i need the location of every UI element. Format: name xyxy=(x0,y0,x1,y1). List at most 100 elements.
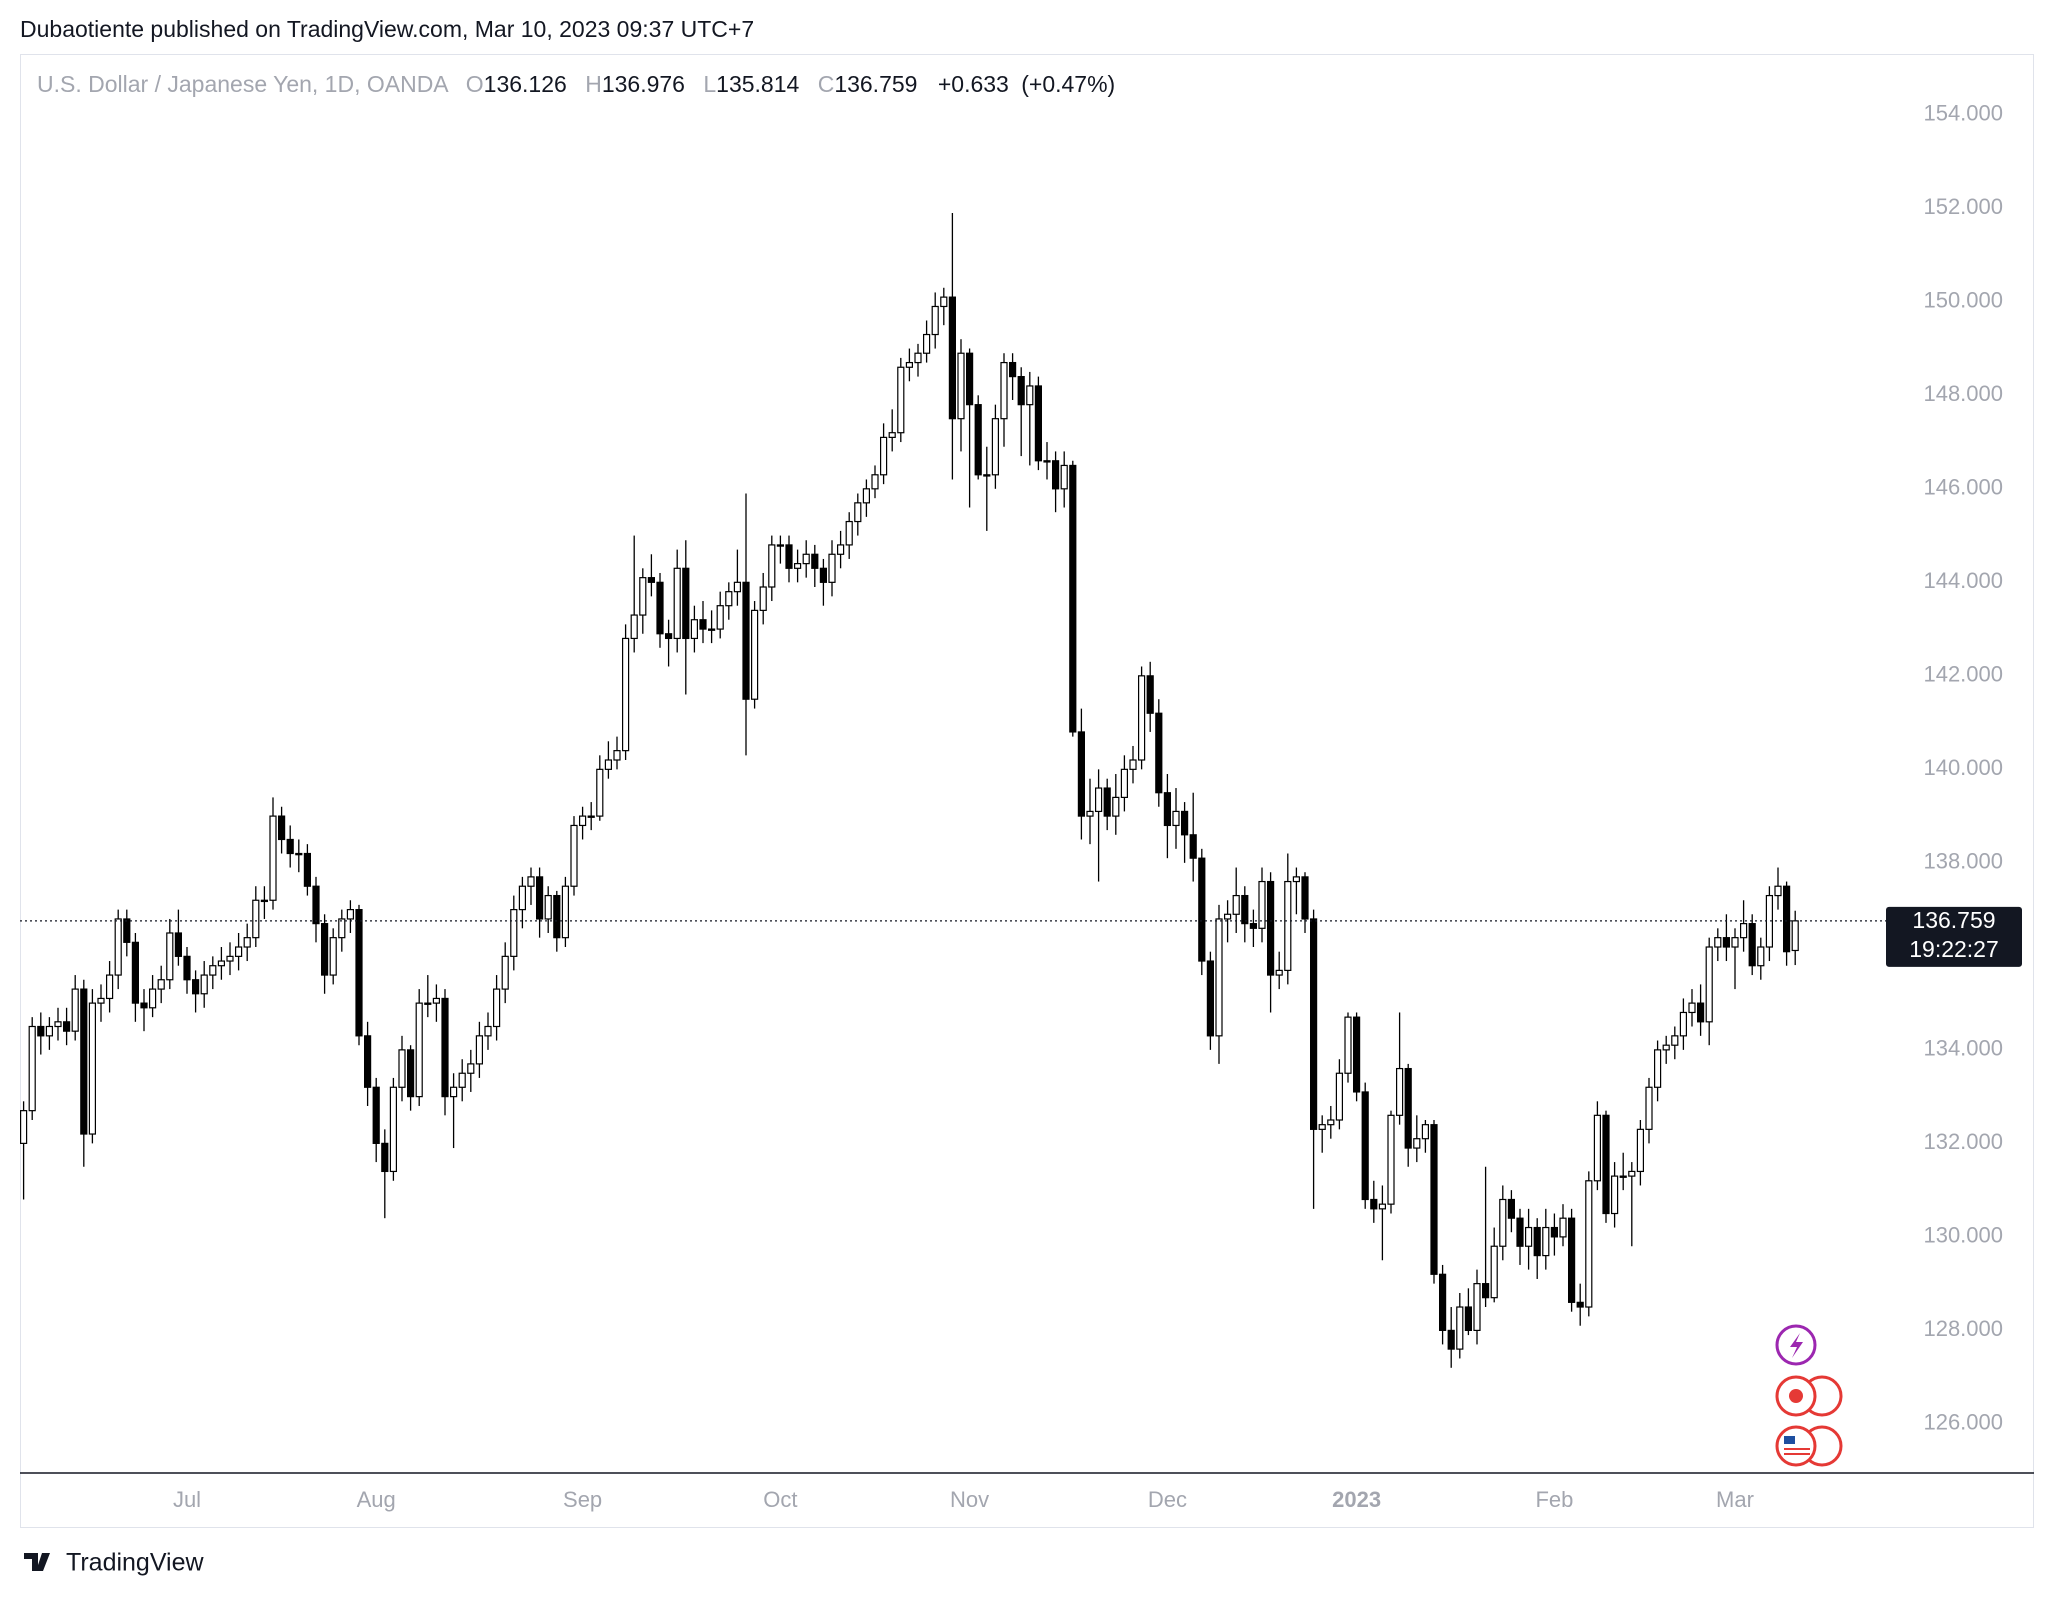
candle-body xyxy=(1628,1170,1636,1177)
candle-body xyxy=(682,567,690,640)
open-value: 136.126 xyxy=(484,71,567,97)
candle-body xyxy=(364,1035,372,1088)
candle-body xyxy=(346,909,354,920)
x-tick-label: Oct xyxy=(763,1487,797,1512)
y-tick-label: 126.000 xyxy=(1923,1410,2003,1435)
candle-body xyxy=(1602,1114,1610,1215)
candle-body xyxy=(1662,1044,1670,1051)
candle-body xyxy=(1378,1203,1387,1210)
candle-body xyxy=(1645,1086,1653,1130)
candle-body xyxy=(690,619,699,640)
symbol: U.S. Dollar / Japanese Yen, 1D, OANDA xyxy=(37,71,449,97)
candle-body xyxy=(174,932,182,957)
logo-dot xyxy=(41,1554,47,1560)
candle-body xyxy=(389,1086,397,1173)
candle-body xyxy=(578,815,587,827)
candle-body xyxy=(1112,796,1120,817)
candle-body xyxy=(1748,923,1756,967)
candle-body xyxy=(1223,913,1232,920)
candle-body xyxy=(1533,1226,1541,1257)
candle-body xyxy=(776,544,785,547)
candle-body xyxy=(355,909,363,1037)
candle-body xyxy=(664,633,673,640)
candle-body xyxy=(802,553,810,565)
candle-body xyxy=(1653,1049,1662,1088)
x-tick-label: Mar xyxy=(1716,1487,1754,1512)
candle-body xyxy=(157,979,165,990)
candle-body xyxy=(381,1142,389,1173)
candle-body xyxy=(1413,1138,1421,1149)
candle-body xyxy=(432,997,440,1004)
candle-body xyxy=(62,1021,71,1032)
candle-body xyxy=(1731,937,1739,948)
candle-body xyxy=(1137,675,1146,761)
candle-body xyxy=(1516,1217,1524,1247)
candle-body xyxy=(527,876,535,887)
candle-body xyxy=(922,333,931,354)
candle-body xyxy=(407,1049,415,1098)
candle-body xyxy=(54,1021,62,1028)
candle-body xyxy=(450,1086,458,1098)
candle-body xyxy=(1481,1283,1490,1299)
candle-body xyxy=(1696,1002,1705,1023)
candle-body xyxy=(1086,810,1094,817)
candle-body xyxy=(1421,1124,1430,1140)
candle-body xyxy=(1344,1016,1352,1074)
candle-body xyxy=(854,502,862,523)
candle-body xyxy=(561,885,570,939)
candle-body xyxy=(1404,1067,1412,1149)
candle-body xyxy=(587,815,595,818)
candle-body xyxy=(630,614,638,640)
candle-body xyxy=(707,628,716,631)
candle-body xyxy=(45,1025,54,1037)
candle-body xyxy=(329,937,337,976)
candle-body xyxy=(1636,1128,1645,1173)
candle-body xyxy=(295,852,303,856)
candle-body xyxy=(1688,1002,1696,1014)
price-tag-label: 136.759 xyxy=(1912,907,1995,933)
candle-body xyxy=(217,960,225,967)
candle-body xyxy=(226,955,234,962)
candle-body xyxy=(1722,937,1731,948)
candle-body xyxy=(1215,918,1223,1037)
open-prefix: O xyxy=(466,71,484,97)
candle-body xyxy=(957,352,965,420)
candle-body xyxy=(1180,810,1189,836)
candle-body xyxy=(1473,1283,1481,1331)
candle-body xyxy=(974,404,982,476)
candle-body xyxy=(1060,464,1068,490)
candle-body xyxy=(71,988,79,1032)
y-tick-label: 144.000 xyxy=(1923,568,2003,593)
event-icon-bolt xyxy=(1790,1333,1803,1358)
candle-body xyxy=(1034,385,1043,462)
candle-body xyxy=(905,361,914,368)
candle-body xyxy=(131,941,139,1004)
candle-body xyxy=(1163,792,1172,827)
candle-body xyxy=(1103,787,1111,817)
candle-body xyxy=(1155,712,1163,794)
candle-body xyxy=(1438,1273,1447,1331)
candle-body xyxy=(991,418,1000,476)
candle-body xyxy=(105,974,114,1000)
candle-body xyxy=(553,894,561,939)
candle-body xyxy=(983,474,991,477)
x-tick-label: Nov xyxy=(950,1487,989,1512)
candle-body xyxy=(260,899,268,903)
candle-body xyxy=(149,988,157,1009)
flag-canton xyxy=(1784,1436,1795,1444)
plot xyxy=(20,212,1799,1368)
candle-body xyxy=(235,946,243,957)
candle-body xyxy=(1619,1175,1627,1178)
candle-body xyxy=(725,591,733,607)
candle-body xyxy=(1447,1329,1455,1350)
candle-body xyxy=(965,352,974,406)
y-tick-label: 134.000 xyxy=(1923,1036,2003,1061)
candle-body xyxy=(269,815,277,901)
candle-body xyxy=(639,577,647,616)
candle-body xyxy=(80,988,88,1135)
y-tick-label: 152.000 xyxy=(1923,194,2003,219)
candle-body xyxy=(312,885,320,925)
candle-body xyxy=(604,759,613,770)
candle-body xyxy=(1395,1067,1404,1116)
